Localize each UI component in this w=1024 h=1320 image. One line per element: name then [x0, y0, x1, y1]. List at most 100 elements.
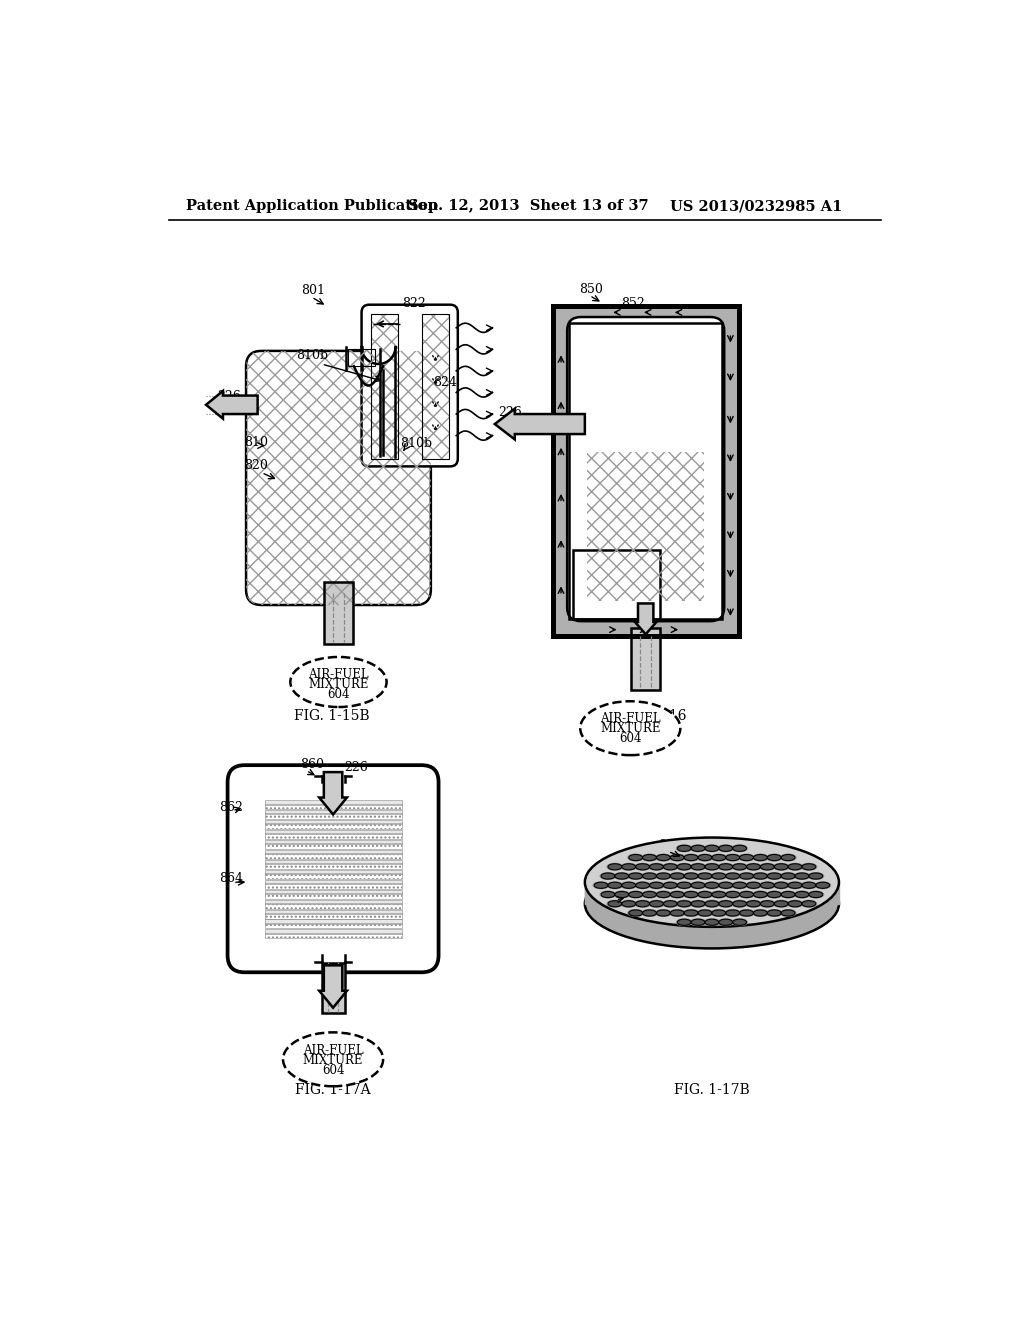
Text: 822: 822 [402, 297, 426, 310]
Text: AIR-FUEL: AIR-FUEL [308, 668, 369, 681]
Bar [422, 314, 449, 459]
Text: FIG. 1-17B: FIG. 1-17B [674, 1082, 750, 1097]
Ellipse shape [636, 900, 649, 907]
Text: 604: 604 [620, 733, 642, 746]
Text: 226: 226 [498, 407, 521, 420]
Bar [264, 903, 401, 908]
Ellipse shape [585, 838, 839, 927]
Ellipse shape [649, 900, 664, 907]
Ellipse shape [677, 882, 691, 888]
Ellipse shape [705, 900, 719, 907]
Ellipse shape [733, 863, 746, 870]
Bar [264, 883, 401, 888]
Ellipse shape [705, 882, 719, 888]
Ellipse shape [802, 863, 816, 870]
Bar [553, 306, 739, 636]
Bar [264, 820, 401, 825]
Ellipse shape [781, 891, 795, 898]
Bar [264, 900, 401, 904]
FancyArrow shape [319, 772, 347, 814]
Ellipse shape [671, 854, 684, 861]
Ellipse shape [656, 891, 671, 898]
Bar [264, 843, 401, 849]
FancyArrow shape [319, 965, 347, 1007]
Bar [264, 863, 401, 869]
Bar [422, 314, 449, 459]
Bar [371, 314, 397, 459]
Bar [264, 813, 401, 818]
Bar [264, 859, 401, 865]
Ellipse shape [746, 900, 761, 907]
Ellipse shape [781, 909, 795, 916]
Ellipse shape [788, 863, 802, 870]
Text: 226: 226 [217, 391, 242, 403]
Text: FIG. 1-15B: FIG. 1-15B [295, 710, 370, 723]
Text: 226: 226 [345, 760, 369, 774]
Bar [264, 863, 401, 869]
Ellipse shape [726, 909, 739, 916]
Ellipse shape [795, 873, 809, 879]
Bar [264, 874, 401, 879]
Ellipse shape [643, 873, 656, 879]
Ellipse shape [636, 863, 649, 870]
Ellipse shape [761, 900, 774, 907]
Ellipse shape [677, 900, 691, 907]
Ellipse shape [622, 900, 636, 907]
Bar [264, 870, 401, 874]
Ellipse shape [629, 873, 643, 879]
Ellipse shape [691, 919, 705, 925]
Ellipse shape [691, 863, 705, 870]
Ellipse shape [691, 882, 705, 888]
Ellipse shape [684, 891, 698, 898]
Ellipse shape [809, 891, 823, 898]
Ellipse shape [767, 909, 781, 916]
Bar [573, 549, 660, 619]
Text: 604: 604 [322, 1064, 344, 1077]
Text: 604: 604 [328, 688, 350, 701]
Bar [264, 879, 401, 884]
Bar [569, 323, 722, 619]
Ellipse shape [733, 900, 746, 907]
Bar [264, 824, 401, 829]
Text: 864: 864 [658, 840, 682, 853]
Bar [264, 890, 401, 894]
Ellipse shape [733, 845, 746, 851]
Text: 820: 820 [567, 471, 591, 484]
Ellipse shape [733, 882, 746, 888]
Ellipse shape [629, 909, 643, 916]
Text: AIR-FUEL: AIR-FUEL [303, 1044, 364, 1056]
Ellipse shape [601, 891, 614, 898]
Ellipse shape [643, 909, 656, 916]
Ellipse shape [698, 891, 712, 898]
Ellipse shape [594, 882, 608, 888]
Text: 820: 820 [245, 459, 268, 471]
Ellipse shape [726, 891, 739, 898]
Ellipse shape [677, 863, 691, 870]
Bar [348, 350, 376, 367]
Ellipse shape [712, 873, 726, 879]
Ellipse shape [291, 657, 387, 708]
Text: 852: 852 [621, 297, 645, 310]
FancyArrow shape [206, 391, 258, 418]
Text: 810: 810 [567, 451, 591, 465]
FancyBboxPatch shape [361, 305, 458, 466]
Ellipse shape [608, 882, 622, 888]
Polygon shape [585, 882, 839, 904]
Bar [264, 810, 401, 814]
Bar [264, 894, 401, 899]
Text: Sep. 12, 2013  Sheet 13 of 37: Sep. 12, 2013 Sheet 13 of 37 [408, 199, 648, 213]
Bar [264, 840, 401, 845]
Text: MIXTURE: MIXTURE [303, 1053, 364, 1067]
Ellipse shape [816, 882, 829, 888]
Ellipse shape [614, 891, 629, 898]
Ellipse shape [726, 854, 739, 861]
Ellipse shape [629, 854, 643, 861]
Bar [264, 920, 401, 924]
Bar [264, 804, 401, 809]
Ellipse shape [767, 873, 781, 879]
Ellipse shape [608, 900, 622, 907]
Bar [569, 323, 722, 619]
Bar [264, 894, 401, 899]
Ellipse shape [705, 863, 719, 870]
Bar [264, 929, 401, 935]
